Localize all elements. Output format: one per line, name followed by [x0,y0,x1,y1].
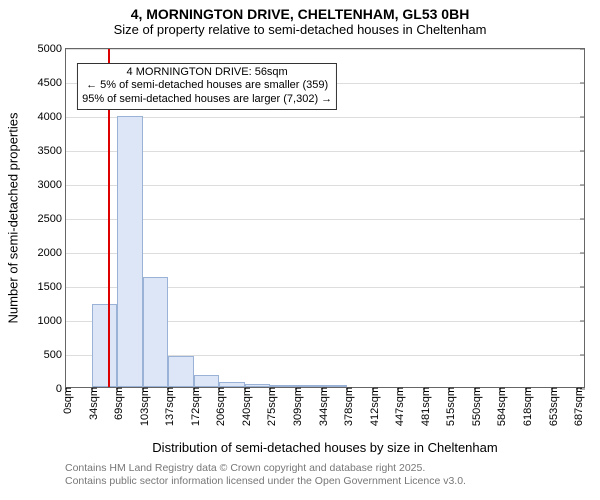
y-tick-mark [580,253,585,254]
histogram-bar [168,356,194,387]
histogram-bar [92,304,118,387]
y-tick-label: 2000 [38,247,66,259]
y-tick-mark [580,321,585,322]
x-tick-label: 0sqm [58,387,74,414]
y-tick-label: 4500 [38,77,66,89]
x-tick-label: 206sqm [211,387,227,426]
gridline-h [66,185,584,186]
histogram-bar [117,116,143,387]
x-tick-label: 653sqm [544,387,560,426]
x-tick-label: 584sqm [492,387,508,426]
histogram-bar [194,375,220,387]
y-tick-mark [580,49,585,50]
y-tick-label: 500 [44,349,66,361]
gridline-h [66,49,584,50]
page-subtitle: Size of property relative to semi-detach… [0,22,600,39]
y-tick-mark [580,219,585,220]
y-tick-label: 1000 [38,315,66,327]
x-tick-label: 344sqm [314,387,330,426]
annotation-box: 4 MORNINGTON DRIVE: 56sqm← 5% of semi-de… [77,63,337,110]
annotation-line1: 4 MORNINGTON DRIVE: 56sqm [82,66,332,80]
x-tick-label: 34sqm [84,387,100,420]
y-axis-label: Number of semi-detached properties [6,113,21,324]
x-tick-label: 550sqm [467,387,483,426]
x-tick-label: 687sqm [569,387,585,426]
page-title: 4, MORNINGTON DRIVE, CHELTENHAM, GL53 0B… [0,0,600,22]
y-tick-label: 3500 [38,145,66,157]
x-tick-label: 275sqm [262,387,278,426]
x-tick-label: 412sqm [365,387,381,426]
x-tick-label: 618sqm [518,387,534,426]
gridline-h [66,151,584,152]
credits-line2: Contains public sector information licen… [65,475,466,488]
y-tick-label: 4000 [38,111,66,123]
x-axis-label: Distribution of semi-detached houses by … [65,440,585,455]
annotation-line3: 95% of semi-detached houses are larger (… [82,93,332,107]
histogram-plot: 0500100015002000250030003500400045005000… [65,48,585,388]
y-tick-mark [580,355,585,356]
x-tick-label: 69sqm [109,387,125,420]
credits-line1: Contains HM Land Registry data © Crown c… [65,462,466,475]
x-tick-label: 240sqm [237,387,253,426]
gridline-h [66,117,584,118]
y-tick-mark [580,83,585,84]
y-tick-label: 5000 [38,43,66,55]
x-tick-label: 378sqm [339,387,355,426]
x-tick-label: 103sqm [135,387,151,426]
x-tick-label: 447sqm [390,387,406,426]
gridline-h [66,253,584,254]
y-tick-mark [580,117,585,118]
gridline-h [66,219,584,220]
x-tick-label: 137sqm [160,387,176,426]
credits: Contains HM Land Registry data © Crown c… [65,462,466,488]
y-tick-mark [580,151,585,152]
x-tick-label: 515sqm [441,387,457,426]
y-tick-mark [580,185,585,186]
y-tick-mark [580,287,585,288]
annotation-line2: ← 5% of semi-detached houses are smaller… [82,79,332,93]
y-tick-label: 3000 [38,179,66,191]
x-tick-label: 481sqm [416,387,432,426]
x-tick-label: 309sqm [288,387,304,426]
x-tick-label: 172sqm [186,387,202,426]
y-tick-label: 1500 [38,281,66,293]
histogram-bar [143,277,169,387]
y-tick-label: 2500 [38,213,66,225]
